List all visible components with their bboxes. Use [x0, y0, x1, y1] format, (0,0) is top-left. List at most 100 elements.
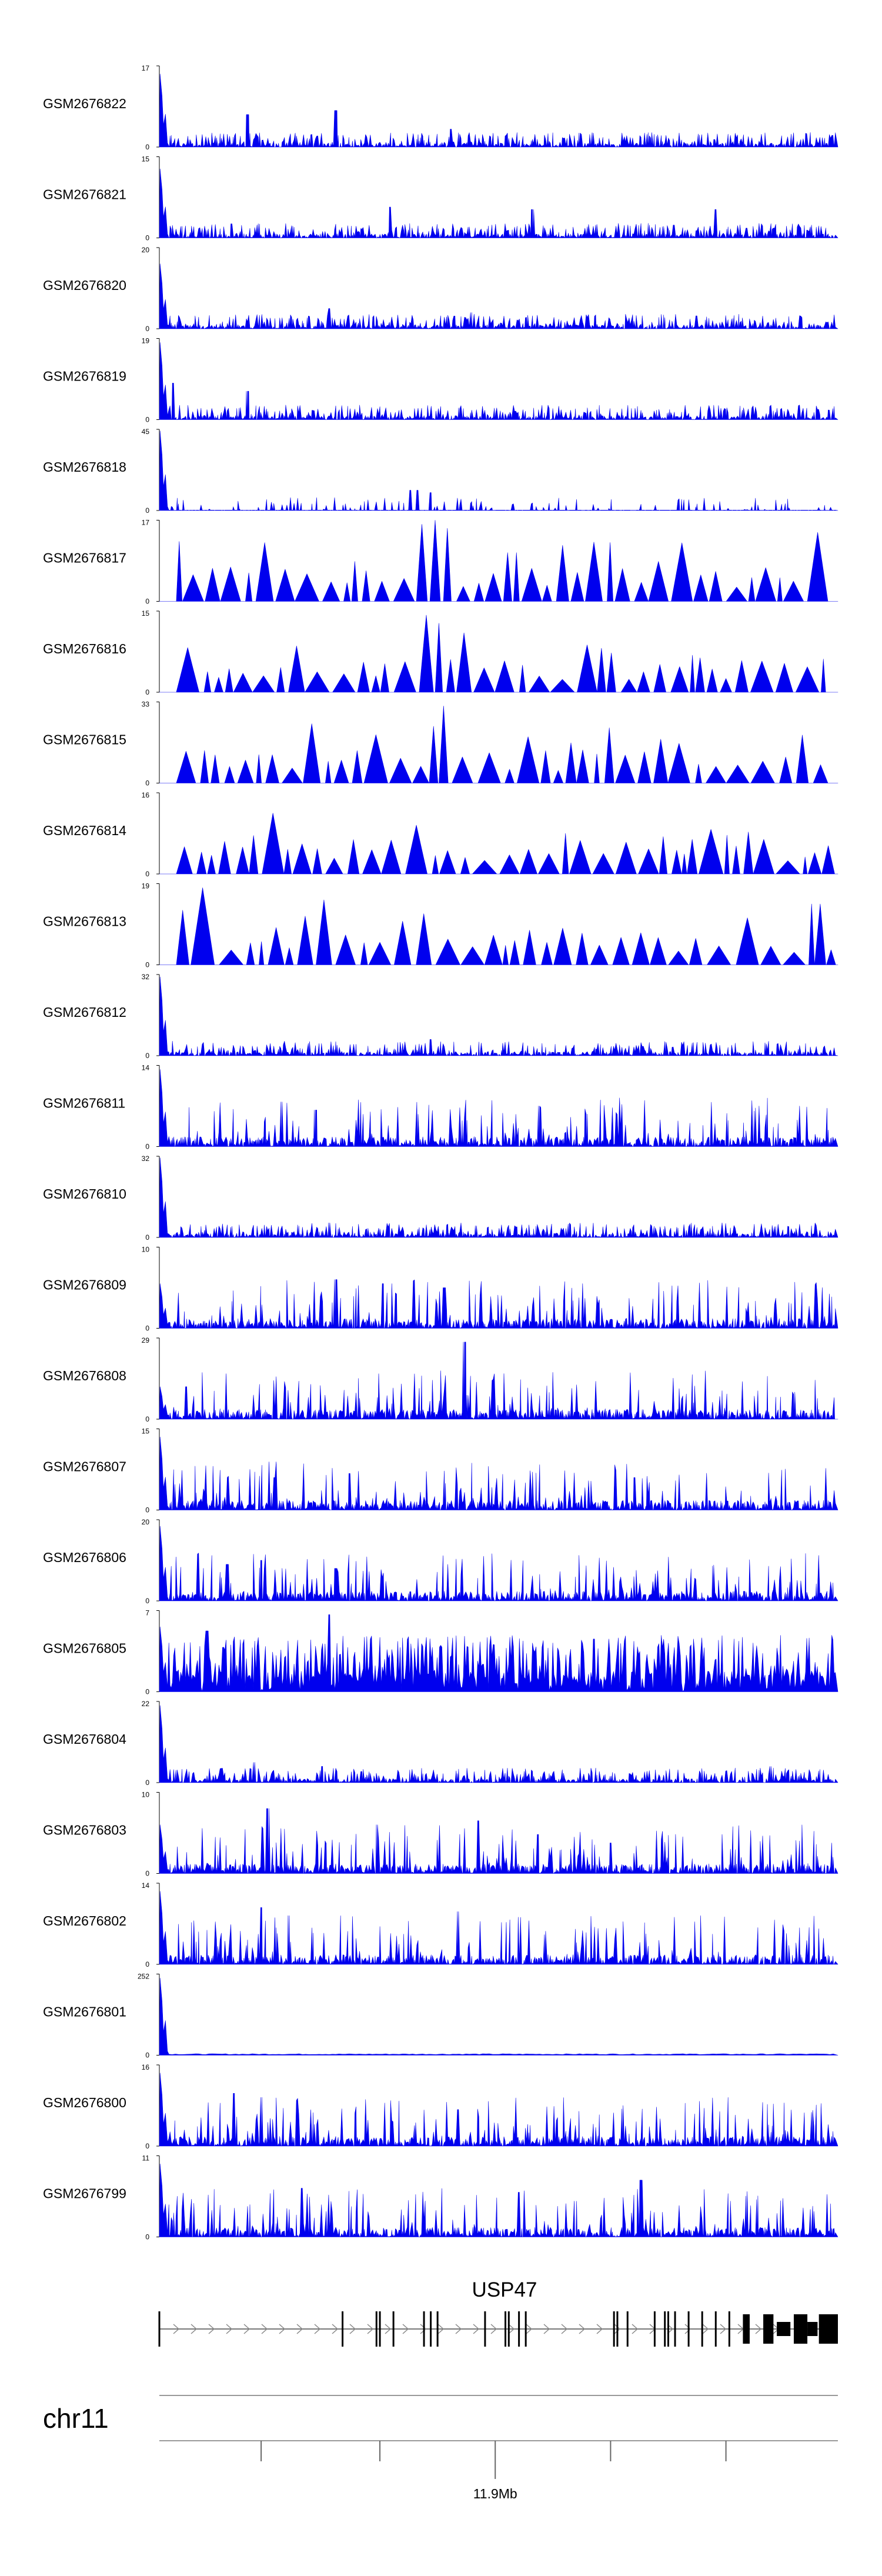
strand-arrow — [191, 2324, 198, 2334]
strand-arrow — [579, 2324, 586, 2334]
track-ymin: 0 — [145, 325, 149, 333]
track: GSM2676812 32 0 — [43, 973, 838, 1060]
coverage-tracks: GSM2676822170GSM2676821150GSM2676820200G… — [43, 64, 838, 2241]
track-ymin: 0 — [145, 1597, 149, 1605]
exon — [484, 2311, 486, 2347]
strand-arrow — [755, 2324, 762, 2334]
track-ymin: 0 — [145, 1960, 149, 1968]
track-ymax: 11 — [142, 2154, 150, 2163]
track-label: GSM2676817 — [43, 550, 126, 566]
gene-label: USP47 — [472, 2278, 537, 2301]
track-ymax: 33 — [142, 700, 150, 709]
coverage-area — [159, 1705, 838, 1783]
track-label: GSM2676821 — [43, 187, 126, 202]
exon — [674, 2311, 676, 2347]
strand-arrow — [296, 2324, 303, 2334]
strand-arrow — [208, 2324, 215, 2334]
exon — [616, 2311, 619, 2347]
strand-arrow — [455, 2324, 462, 2334]
strand-arrow — [490, 2324, 497, 2334]
strand-arrow — [173, 2324, 180, 2334]
strand-arrow — [226, 2324, 233, 2334]
strand-arrow — [684, 2324, 691, 2334]
exon — [430, 2311, 432, 2347]
track: GSM2676822 17 0 — [43, 64, 838, 151]
exon — [505, 2311, 507, 2347]
track-label: GSM2676819 — [43, 369, 126, 384]
track: GSM2676818 45 0 — [43, 428, 838, 515]
track-ymin: 0 — [145, 1870, 149, 1878]
coverage-area — [159, 1891, 838, 1965]
strand-arrow — [596, 2324, 603, 2334]
strand-arrow — [349, 2324, 356, 2334]
track-label: GSM2676818 — [43, 459, 126, 475]
track-ymax: 17 — [142, 519, 150, 527]
strand-arrow — [402, 2324, 409, 2334]
strand-arrow — [632, 2324, 639, 2334]
coverage-area — [159, 813, 838, 875]
track-ymin: 0 — [145, 1143, 149, 1151]
track-ymin: 0 — [145, 961, 149, 969]
track-ymax: 20 — [142, 1518, 150, 1526]
track-ymin: 0 — [145, 416, 149, 424]
track-label: GSM2676799 — [43, 2186, 126, 2201]
coverage-area — [159, 1342, 838, 1420]
coverage-area — [159, 615, 838, 693]
track-ymin: 0 — [145, 2051, 149, 2060]
track: GSM2676811 14 0 — [43, 1064, 838, 1151]
track: GSM2676820 20 0 — [43, 246, 838, 333]
strand-arrow — [614, 2324, 621, 2334]
track: GSM2676806 20 0 — [43, 1518, 838, 1605]
track-label: GSM2676804 — [43, 1731, 126, 1747]
track-label: GSM2676811 — [43, 1096, 125, 1111]
exon — [728, 2311, 730, 2347]
exon-block — [743, 2314, 750, 2344]
strand-arrow — [261, 2324, 268, 2334]
coverage-area — [159, 976, 838, 1056]
track-ymax: 15 — [142, 155, 150, 163]
utr-block — [807, 2322, 818, 2336]
exon — [436, 2311, 439, 2347]
track-ymax: 32 — [142, 1154, 150, 1163]
exon-block — [818, 2314, 838, 2344]
exon — [507, 2311, 510, 2347]
exon-block — [793, 2314, 808, 2344]
track-ymax: 10 — [142, 1246, 150, 1254]
strand-arrow — [243, 2324, 250, 2334]
exon — [158, 2311, 161, 2347]
strand-arrow — [526, 2324, 533, 2334]
track: GSM2676800 16 0 — [43, 2063, 838, 2150]
track-ymax: 252 — [138, 1973, 149, 1981]
coverage-area — [159, 887, 838, 965]
strand-arrow — [314, 2324, 321, 2334]
track: GSM2676801 252 0 — [43, 1973, 838, 2060]
exon — [342, 2311, 344, 2347]
track: GSM2676821 15 0 — [43, 155, 838, 242]
track-ymax: 16 — [142, 2063, 150, 2071]
track-label: GSM2676800 — [43, 2095, 126, 2110]
coverage-area — [159, 1526, 838, 1601]
track-label: GSM2676820 — [43, 278, 126, 293]
track-label: GSM2676814 — [43, 823, 126, 838]
exon — [524, 2311, 527, 2347]
exon — [664, 2311, 666, 2347]
track-ymin: 0 — [145, 1688, 149, 1696]
coverage-area — [159, 1279, 838, 1329]
strand-arrow — [543, 2324, 550, 2334]
coverage-area — [159, 706, 838, 783]
track: GSM2676813 19 0 — [43, 882, 838, 969]
strand-arrow — [508, 2324, 515, 2334]
track-ymax: 29 — [142, 1336, 150, 1344]
track: GSM2676816 15 0 — [43, 609, 838, 696]
exon — [687, 2311, 690, 2347]
track-label: GSM2676815 — [43, 732, 126, 748]
coverage-area — [159, 74, 838, 148]
exon — [701, 2311, 703, 2347]
track-ymin: 0 — [145, 1324, 149, 1333]
track-label: GSM2676806 — [43, 1550, 126, 1565]
track: GSM2676802 14 0 — [43, 1881, 838, 1968]
coverage-area — [159, 431, 838, 511]
track-ymax: 14 — [142, 1064, 150, 1072]
track-ymin: 0 — [145, 2142, 149, 2150]
